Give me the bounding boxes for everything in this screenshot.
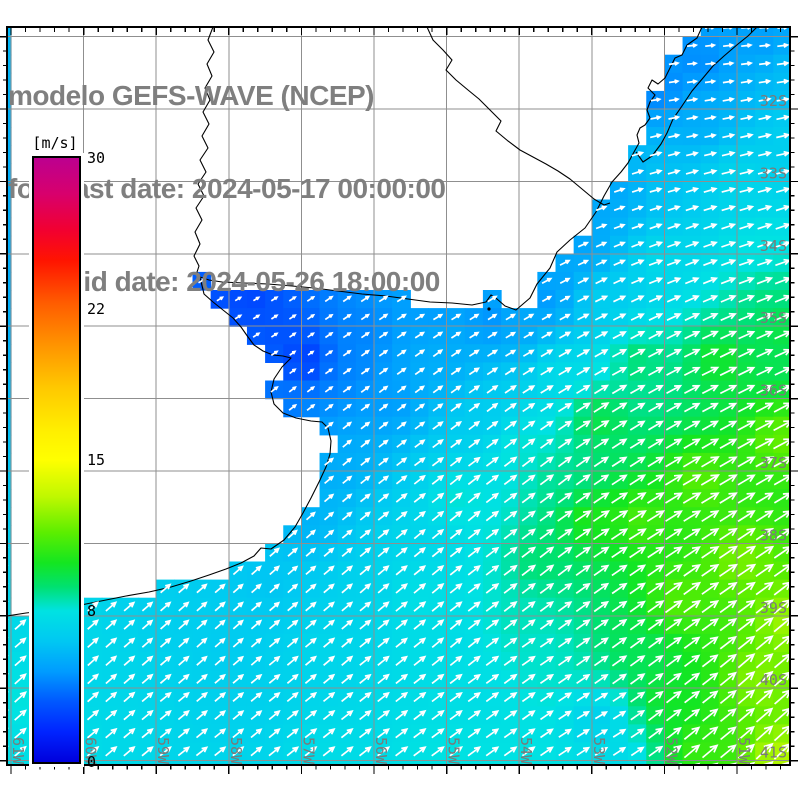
lat-label-36S: 36S xyxy=(760,382,787,400)
lon-label-56W: 56W xyxy=(372,737,390,765)
colorbar-tick-8: 8 xyxy=(87,602,97,620)
map-frame xyxy=(6,26,791,766)
colorbar-tick-22: 22 xyxy=(87,300,106,318)
lon-label-55W: 55W xyxy=(445,737,463,765)
colorbar: [m/s] 30 22 15 8 0 xyxy=(29,134,149,771)
lon-label-53W: 53W xyxy=(590,737,608,765)
colorbar-units-label: [m/s] xyxy=(32,134,78,152)
lon-label-61W: 61W xyxy=(9,737,27,765)
lon-label-60W: 60W xyxy=(82,737,100,765)
colorbar-tick-0: 0 xyxy=(87,753,97,771)
lat-label-37S: 37S xyxy=(760,454,787,472)
lat-label-39S: 39S xyxy=(760,599,787,617)
forecast-date-label: forecast date: 2024-05-17 00:00:00 xyxy=(8,173,446,204)
colorbar-tick-15: 15 xyxy=(87,451,106,469)
title-block: modelo GEFS-WAVE (NCEP) forecast date: 2… xyxy=(8,18,446,359)
lon-label-52W: 52W xyxy=(662,737,680,765)
lon-label-54W: 54W xyxy=(517,737,535,765)
lon-label-58W: 58W xyxy=(227,737,245,765)
lon-label-59W: 59W xyxy=(154,737,172,765)
grid-lines xyxy=(8,28,789,764)
lon-label-57W: 57W xyxy=(299,737,317,765)
lat-label-38S: 38S xyxy=(760,526,787,544)
axis-ticks xyxy=(0,27,798,774)
colorbar-gradient xyxy=(29,153,84,767)
lon-label-51W: 51W xyxy=(735,737,753,765)
axis-labels: 32S 33S 34S 35S 36S 37S 38S 39S 40S 41S 61W 60W 59W 5… xyxy=(9,92,787,765)
lat-label-40S: 40S xyxy=(760,671,787,689)
lat-label-41S: 41S xyxy=(760,744,787,762)
lat-label-32S: 32S xyxy=(760,92,787,110)
valid-date-label: valid date: 2024-05-26 18:00:00 xyxy=(46,266,440,297)
lat-label-34S: 34S xyxy=(760,237,787,255)
model-title: modelo GEFS-WAVE (NCEP) xyxy=(8,80,375,111)
lat-label-35S: 35S xyxy=(760,309,787,327)
lat-label-33S: 33S xyxy=(760,164,787,182)
colorbar-tick-30: 30 xyxy=(87,149,106,167)
